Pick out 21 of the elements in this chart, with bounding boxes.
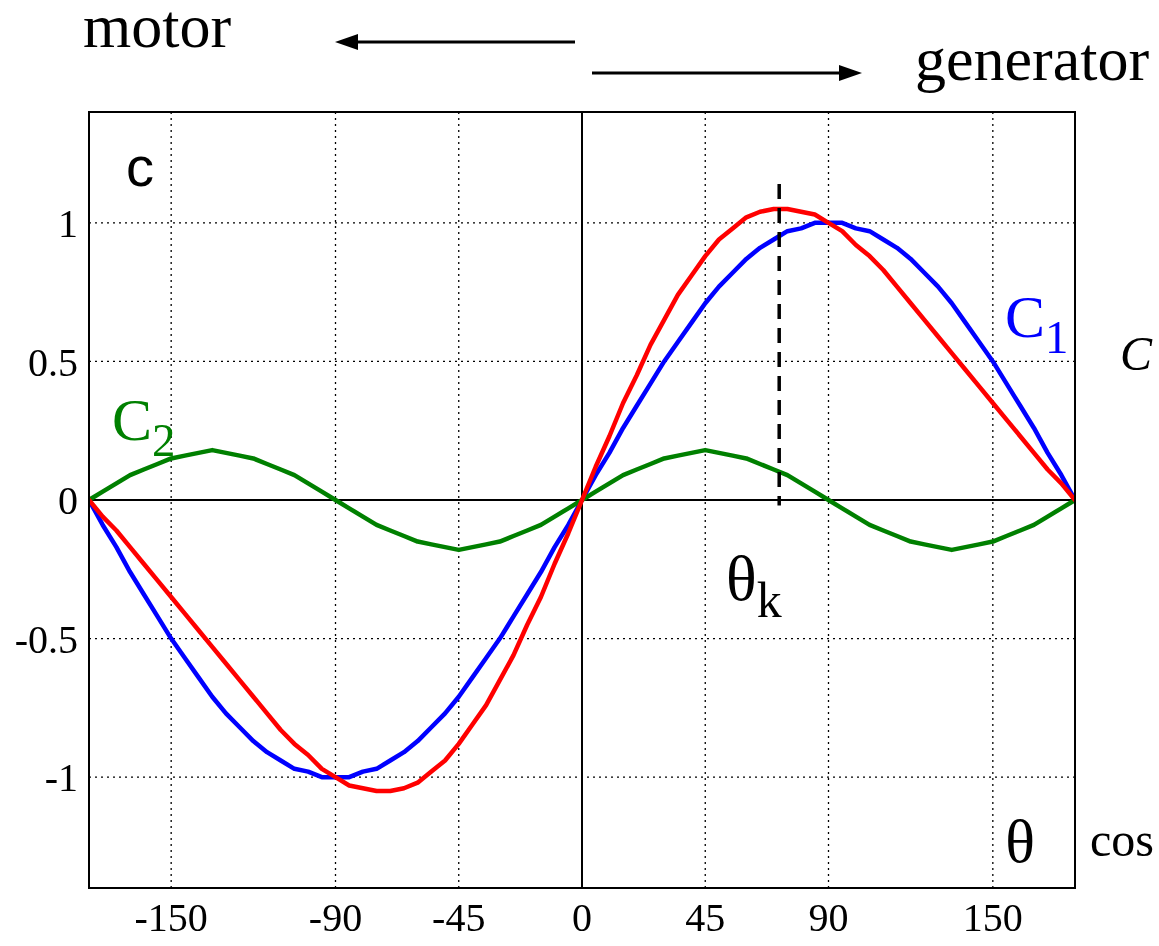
x-tick-label: 90 <box>808 895 849 941</box>
text: cos <box>1090 813 1154 866</box>
y-tick-label: -1 <box>44 755 78 801</box>
text: motor <box>83 0 232 60</box>
x-axis-title: θ <box>1005 807 1035 875</box>
x-tick-label: 45 <box>685 895 726 941</box>
y-tick-label: 0 <box>58 478 78 524</box>
x-tick-label: -45 <box>432 895 486 941</box>
text: C <box>1120 327 1153 380</box>
y-axis-title: c <box>126 135 154 198</box>
x-tick-label: 0 <box>572 895 592 941</box>
y-tick-label: -0.5 <box>14 616 78 662</box>
series-label: C$_{1}$ <box>1005 284 1069 364</box>
y-tick-label: 0.5 <box>28 339 78 385</box>
text: generator <box>915 25 1150 93</box>
y-tick-label: 1 <box>58 201 78 247</box>
x-tick-label: -150 <box>134 895 208 941</box>
annotation: θ$_{k}$ <box>726 543 782 629</box>
x-tick-label: -90 <box>308 895 363 941</box>
x-tick-label: 150 <box>962 895 1023 941</box>
series-label: C$_{2}$ <box>112 387 176 467</box>
